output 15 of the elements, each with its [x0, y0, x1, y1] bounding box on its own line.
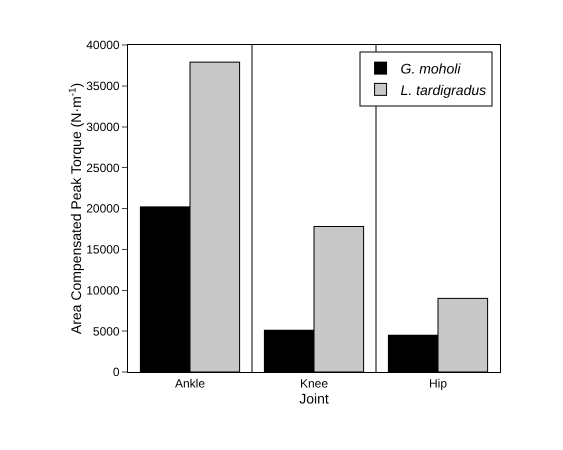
legend-label: L. tardigradus — [400, 82, 486, 98]
y-tick-label: 35000 — [86, 79, 120, 94]
y-tick-label: 25000 — [86, 160, 120, 175]
y-tick-label: 10000 — [86, 283, 120, 298]
y-tick-label: 30000 — [86, 120, 120, 134]
y-tick-label: 0 — [112, 365, 120, 380]
y-tick-label: 5000 — [92, 324, 120, 338]
y-tick-label: 20000 — [86, 202, 120, 216]
x-tick-label: Knee — [300, 376, 328, 390]
y-tick-label: 40000 — [86, 38, 120, 52]
x-tick-label: Hip — [428, 376, 448, 390]
legend-label: G. moholi — [400, 60, 462, 77]
x-axis-title: Joint — [299, 390, 329, 406]
y-tick-label: 15000 — [86, 242, 120, 257]
x-tick-label: Ankle — [174, 376, 206, 390]
